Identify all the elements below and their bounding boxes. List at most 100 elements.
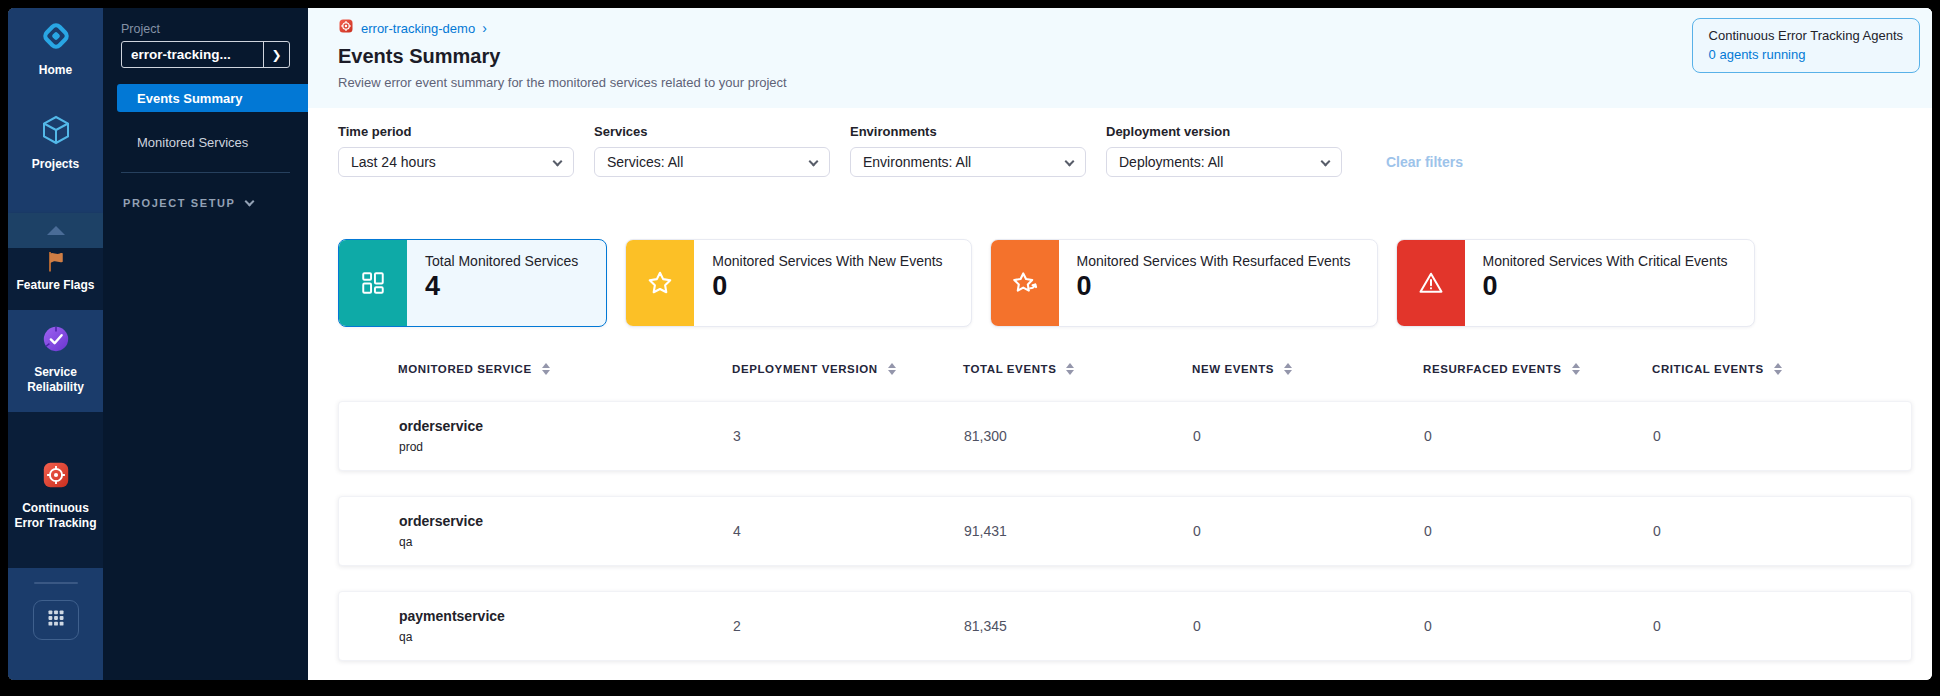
card-new-events[interactable]: Monitored Services With New Events 0 (625, 239, 971, 327)
filter-time-period-label: Time period (338, 124, 574, 139)
filter-deployment-version: Deployment version Deployments: All (1106, 124, 1342, 177)
nav-item-events-summary[interactable]: Events Summary (117, 84, 308, 112)
warning-triangle-icon (1397, 240, 1465, 326)
breadcrumb-project-link[interactable]: error-tracking-demo (361, 21, 475, 36)
filters-bar: Time period Last 24 hours Services Servi… (338, 124, 1912, 177)
new-events-value: 0 (1193, 523, 1424, 539)
project-selector[interactable]: error-tracking... ❯ (121, 41, 290, 68)
deployment-version-value: 3 (733, 428, 964, 444)
filter-environments-label: Environments (850, 124, 1086, 139)
rail-divider (34, 582, 78, 584)
new-events-value: 0 (1193, 618, 1424, 634)
card-label: Monitored Services With New Events (712, 253, 942, 269)
card-critical-events[interactable]: Monitored Services With Critical Events … (1396, 239, 1755, 327)
filter-services-label: Services (594, 124, 830, 139)
page-subtitle: Review error event summary for the monit… (338, 75, 1908, 90)
agents-running-link[interactable]: 0 agents running (1709, 47, 1903, 62)
sort-icon (542, 363, 550, 375)
card-value: 4 (425, 271, 578, 302)
nav-continuous-error-tracking-label: Continuous Error Tracking (14, 501, 98, 531)
service-name: paymentservice (399, 608, 733, 624)
nav-continuous-error-tracking[interactable]: Continuous Error Tracking (8, 460, 103, 531)
summary-cards: Total Monitored Services 4 Monitored Ser… (338, 239, 1912, 327)
deployments-value: Deployments: All (1119, 154, 1322, 170)
sort-icon (1572, 363, 1580, 375)
chevron-right-icon: ❯ (263, 42, 289, 67)
project-label: Project (103, 22, 308, 36)
table-row[interactable]: orderservice prod 3 81,300 0 0 0 (338, 401, 1912, 471)
cube-icon (40, 114, 72, 150)
column-new-events[interactable]: NEW EVENTS (1192, 363, 1423, 375)
rail-section-home: Home Projects (8, 8, 103, 213)
deployments-select[interactable]: Deployments: All (1106, 147, 1342, 177)
table-row[interactable]: paymentservice qa 2 81,345 0 0 0 (338, 591, 1912, 661)
table-row[interactable]: orderservice qa 4 91,431 0 0 0 (338, 496, 1912, 566)
error-target-icon (41, 460, 71, 494)
module-picker-button[interactable] (33, 600, 79, 640)
service-environment: qa (399, 535, 733, 549)
agents-panel-title: Continuous Error Tracking Agents (1709, 28, 1903, 43)
rail-section-feature-flags: Feature Flags (8, 248, 103, 310)
flag-icon (44, 250, 68, 276)
nav-feature-flags[interactable]: Feature Flags (14, 250, 98, 293)
rail-section-error-tracking: Continuous Error Tracking (8, 412, 103, 568)
service-name: orderservice (399, 418, 733, 434)
clear-filters-button[interactable]: Clear filters (1386, 154, 1463, 170)
project-selector-value: error-tracking... (122, 47, 263, 62)
column-deployment-version[interactable]: DEPLOYMENT VERSION (732, 363, 963, 375)
column-total-events[interactable]: TOTAL EVENTS (963, 363, 1192, 375)
chevron-down-icon (809, 156, 819, 166)
card-total-monitored-services[interactable]: Total Monitored Services 4 (338, 239, 607, 327)
nav-projects[interactable]: Projects (8, 114, 103, 172)
table-header: MONITORED SERVICE DEPLOYMENT VERSION TOT… (338, 363, 1912, 375)
rail-collapse-band[interactable] (8, 213, 103, 248)
card-label: Total Monitored Services (425, 253, 578, 269)
project-setup-label: PROJECT SETUP (123, 197, 236, 209)
critical-events-value: 0 (1653, 428, 1911, 444)
nav-item-monitored-services[interactable]: Monitored Services (103, 128, 308, 156)
chevron-down-icon (1065, 156, 1075, 166)
card-value: 0 (1483, 271, 1728, 302)
filter-deployment-version-label: Deployment version (1106, 124, 1342, 139)
card-resurfaced-events[interactable]: Monitored Services With Resurfaced Event… (990, 239, 1378, 327)
dashboard-tiles-icon (339, 240, 407, 326)
services-value: Services: All (607, 154, 810, 170)
nav-service-reliability[interactable]: Service Reliability (8, 324, 103, 395)
module-nav-rail: Home Projects Feature Flags (8, 8, 103, 680)
sort-icon (888, 363, 896, 375)
critical-events-value: 0 (1653, 523, 1911, 539)
chevron-down-icon (244, 196, 254, 206)
star-refresh-icon (991, 240, 1059, 326)
time-period-value: Last 24 hours (351, 154, 554, 170)
sort-icon (1774, 363, 1782, 375)
time-period-select[interactable]: Last 24 hours (338, 147, 574, 177)
harness-logo-icon (40, 20, 72, 56)
environments-select[interactable]: Environments: All (850, 147, 1086, 177)
service-cell: paymentservice qa (399, 608, 733, 644)
sort-icon (1066, 363, 1074, 375)
deployment-version-value: 2 (733, 618, 964, 634)
nav-home-label: Home (14, 63, 98, 78)
service-cell: orderservice prod (399, 418, 733, 454)
error-target-icon-small (338, 18, 354, 38)
column-critical-events[interactable]: CRITICAL EVENTS (1652, 363, 1912, 375)
deployment-version-value: 4 (733, 523, 964, 539)
new-events-value: 0 (1193, 428, 1424, 444)
grid-dots-icon (46, 608, 66, 632)
sort-icon (1284, 363, 1292, 375)
card-value: 0 (712, 271, 942, 302)
column-monitored-service[interactable]: MONITORED SERVICE (398, 363, 732, 375)
rail-section-service-reliability: Service Reliability (8, 310, 103, 412)
service-name: orderservice (399, 513, 733, 529)
resurfaced-events-value: 0 (1424, 523, 1653, 539)
service-environment: prod (399, 440, 733, 454)
nav-home[interactable]: Home (8, 20, 103, 78)
project-setup-section[interactable]: PROJECT SETUP (103, 197, 308, 209)
page-body: Time period Last 24 hours Services Servi… (308, 108, 1932, 661)
service-cell: orderservice qa (399, 513, 733, 549)
total-events-value: 81,345 (964, 618, 1193, 634)
column-resurfaced-events[interactable]: RESURFACED EVENTS (1423, 363, 1652, 375)
agents-status-panel: Continuous Error Tracking Agents 0 agent… (1692, 18, 1920, 73)
services-select[interactable]: Services: All (594, 147, 830, 177)
environments-value: Environments: All (863, 154, 1066, 170)
